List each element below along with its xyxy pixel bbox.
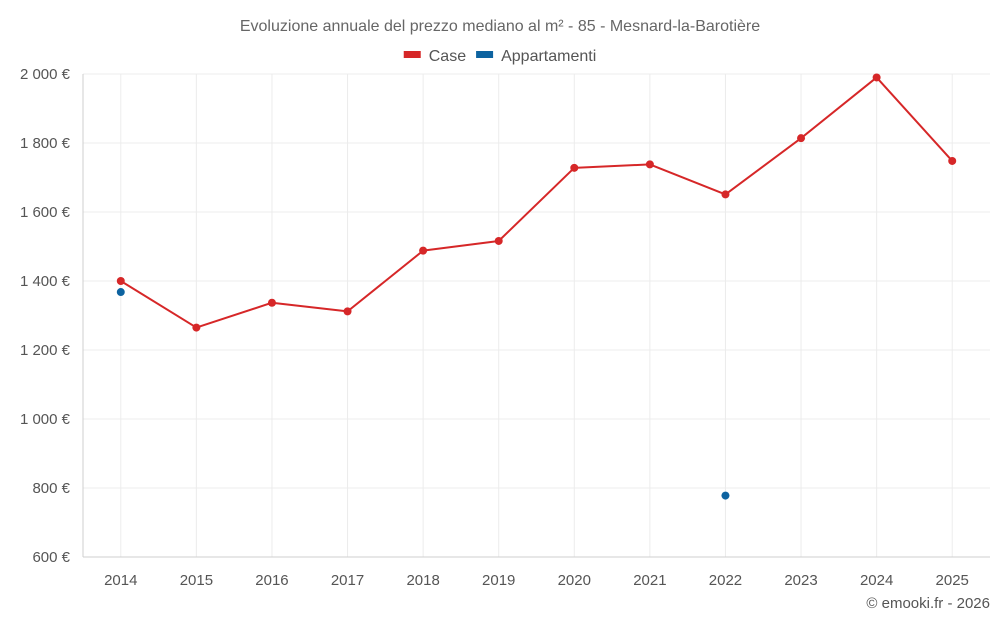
x-tick-label: 2021 xyxy=(633,572,666,589)
x-tick-label: 2017 xyxy=(331,572,364,589)
data-point-case xyxy=(570,163,579,172)
x-tick-label: 2019 xyxy=(482,572,515,589)
x-tick-label: 2016 xyxy=(255,572,288,589)
data-point-case xyxy=(494,236,503,245)
y-tick-label: 1 000 € xyxy=(20,411,71,428)
data-point-case xyxy=(343,307,352,316)
x-tick-label: 2024 xyxy=(860,572,893,589)
y-tick-label: 1 800 € xyxy=(20,135,71,152)
legend-item-appartamenti: Appartamenti xyxy=(476,48,596,65)
data-point-appartamenti xyxy=(721,491,730,500)
series-line-case xyxy=(120,76,953,329)
plot-area xyxy=(116,73,957,500)
legend-label: Case xyxy=(429,48,466,65)
x-tick-label: 2020 xyxy=(558,572,591,589)
data-point-case xyxy=(872,73,881,82)
data-point-case xyxy=(721,190,730,199)
x-tick-label: 2014 xyxy=(104,572,137,589)
legend-item-case: Case xyxy=(403,48,466,65)
y-tick-label: 600 € xyxy=(32,549,70,566)
data-point-case xyxy=(419,246,428,255)
legend-swatch xyxy=(476,51,494,58)
x-tick-label: 2025 xyxy=(936,572,969,589)
x-axis: 2014 2015 2016 2017 2018 2019 2020 2021 2022 2023… xyxy=(83,556,990,589)
data-point-case xyxy=(948,156,957,165)
y-tick-label: 1 400 € xyxy=(20,273,71,290)
data-point-case xyxy=(192,323,201,332)
grid xyxy=(83,73,990,557)
y-tick-label: 800 € xyxy=(32,480,70,497)
data-point-case xyxy=(116,277,125,285)
data-point-case xyxy=(645,160,654,169)
legend: Case Appartamenti xyxy=(403,48,596,65)
y-tick-label: 1 600 € xyxy=(20,204,71,221)
y-axis: 600 € 800 € 1 000 € 1 200 € 1 400 € 1 600 € 1 … xyxy=(20,66,84,566)
credit-text: © emooki.fr - 2026 xyxy=(866,595,990,612)
legend-label: Appartamenti xyxy=(501,48,596,65)
x-tick-label: 2018 xyxy=(406,572,439,589)
data-point-case xyxy=(267,298,276,307)
legend-swatch xyxy=(403,51,421,58)
series-case xyxy=(116,73,957,332)
data-point-appartamenti xyxy=(116,288,125,297)
y-tick-label: 2 000 € xyxy=(20,66,71,83)
x-tick-label: 2023 xyxy=(784,572,817,589)
chart-title: Evoluzione annuale del prezzo mediano al… xyxy=(240,18,760,35)
x-tick-label: 2022 xyxy=(709,572,742,589)
data-point-case xyxy=(797,134,806,143)
x-tick-label: 2015 xyxy=(180,572,213,589)
series-appartamenti xyxy=(116,288,730,500)
y-tick-label: 1 200 € xyxy=(20,342,71,359)
